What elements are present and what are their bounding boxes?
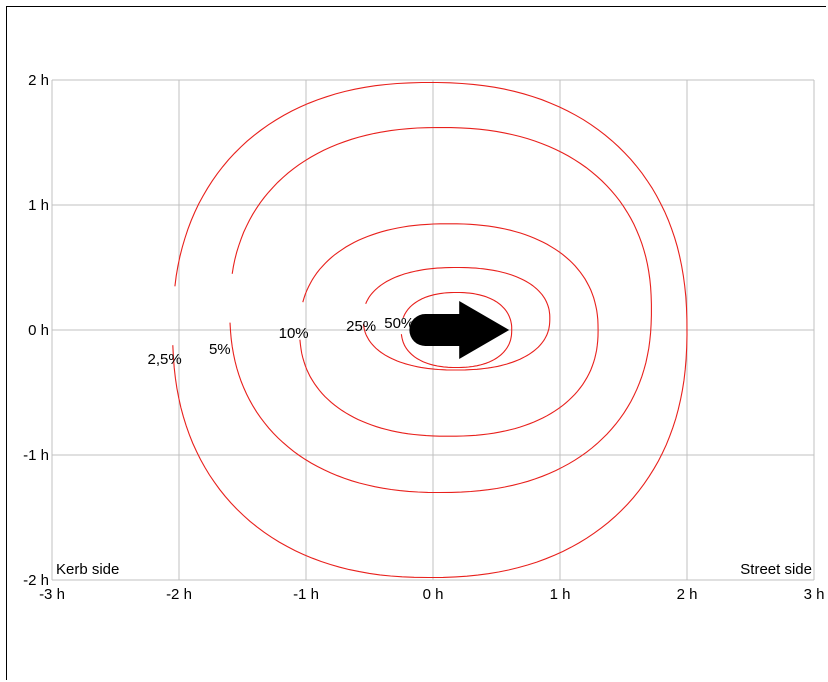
kerb-side-label: Kerb side — [56, 561, 119, 578]
y-axis-ticks: -2 h -1 h 0 h 1 h 2 h — [23, 72, 49, 589]
contour-label: 10% — [279, 325, 309, 342]
x-tick-label: 0 h — [423, 586, 444, 603]
y-tick-label: -2 h — [23, 572, 49, 589]
contour-labels: 50% 25% 10% 5% 2,5% — [148, 315, 415, 368]
y-tick-label: -1 h — [23, 447, 49, 464]
x-tick-label: -2 h — [166, 586, 192, 603]
y-tick-label: 1 h — [28, 197, 49, 214]
contour-5% — [229, 126, 652, 494]
x-tick-label: -1 h — [293, 586, 319, 603]
contour-label: 5% — [209, 341, 231, 358]
x-axis-ticks: -3 h -2 h -1 h 0 h 1 h 2 h 3 h — [39, 586, 824, 603]
contour-25% — [362, 266, 551, 371]
y-tick-label: 0 h — [28, 322, 49, 339]
direction-arrow — [409, 301, 510, 359]
y-tick-label: 2 h — [28, 72, 49, 89]
contour-2,5% — [172, 81, 688, 579]
x-tick-label: 3 h — [804, 586, 825, 603]
x-tick-label: -3 h — [39, 586, 65, 603]
arrow-shape — [409, 301, 510, 359]
contour-10% — [299, 223, 599, 437]
contour-label: 25% — [346, 318, 376, 335]
contour-label: 2,5% — [148, 351, 182, 368]
contour-50% — [400, 291, 513, 369]
street-side-label: Street side — [740, 561, 812, 578]
x-tick-label: 2 h — [677, 586, 698, 603]
x-tick-label: 1 h — [550, 586, 571, 603]
contour-label: 50% — [384, 315, 414, 332]
contours — [172, 81, 688, 579]
